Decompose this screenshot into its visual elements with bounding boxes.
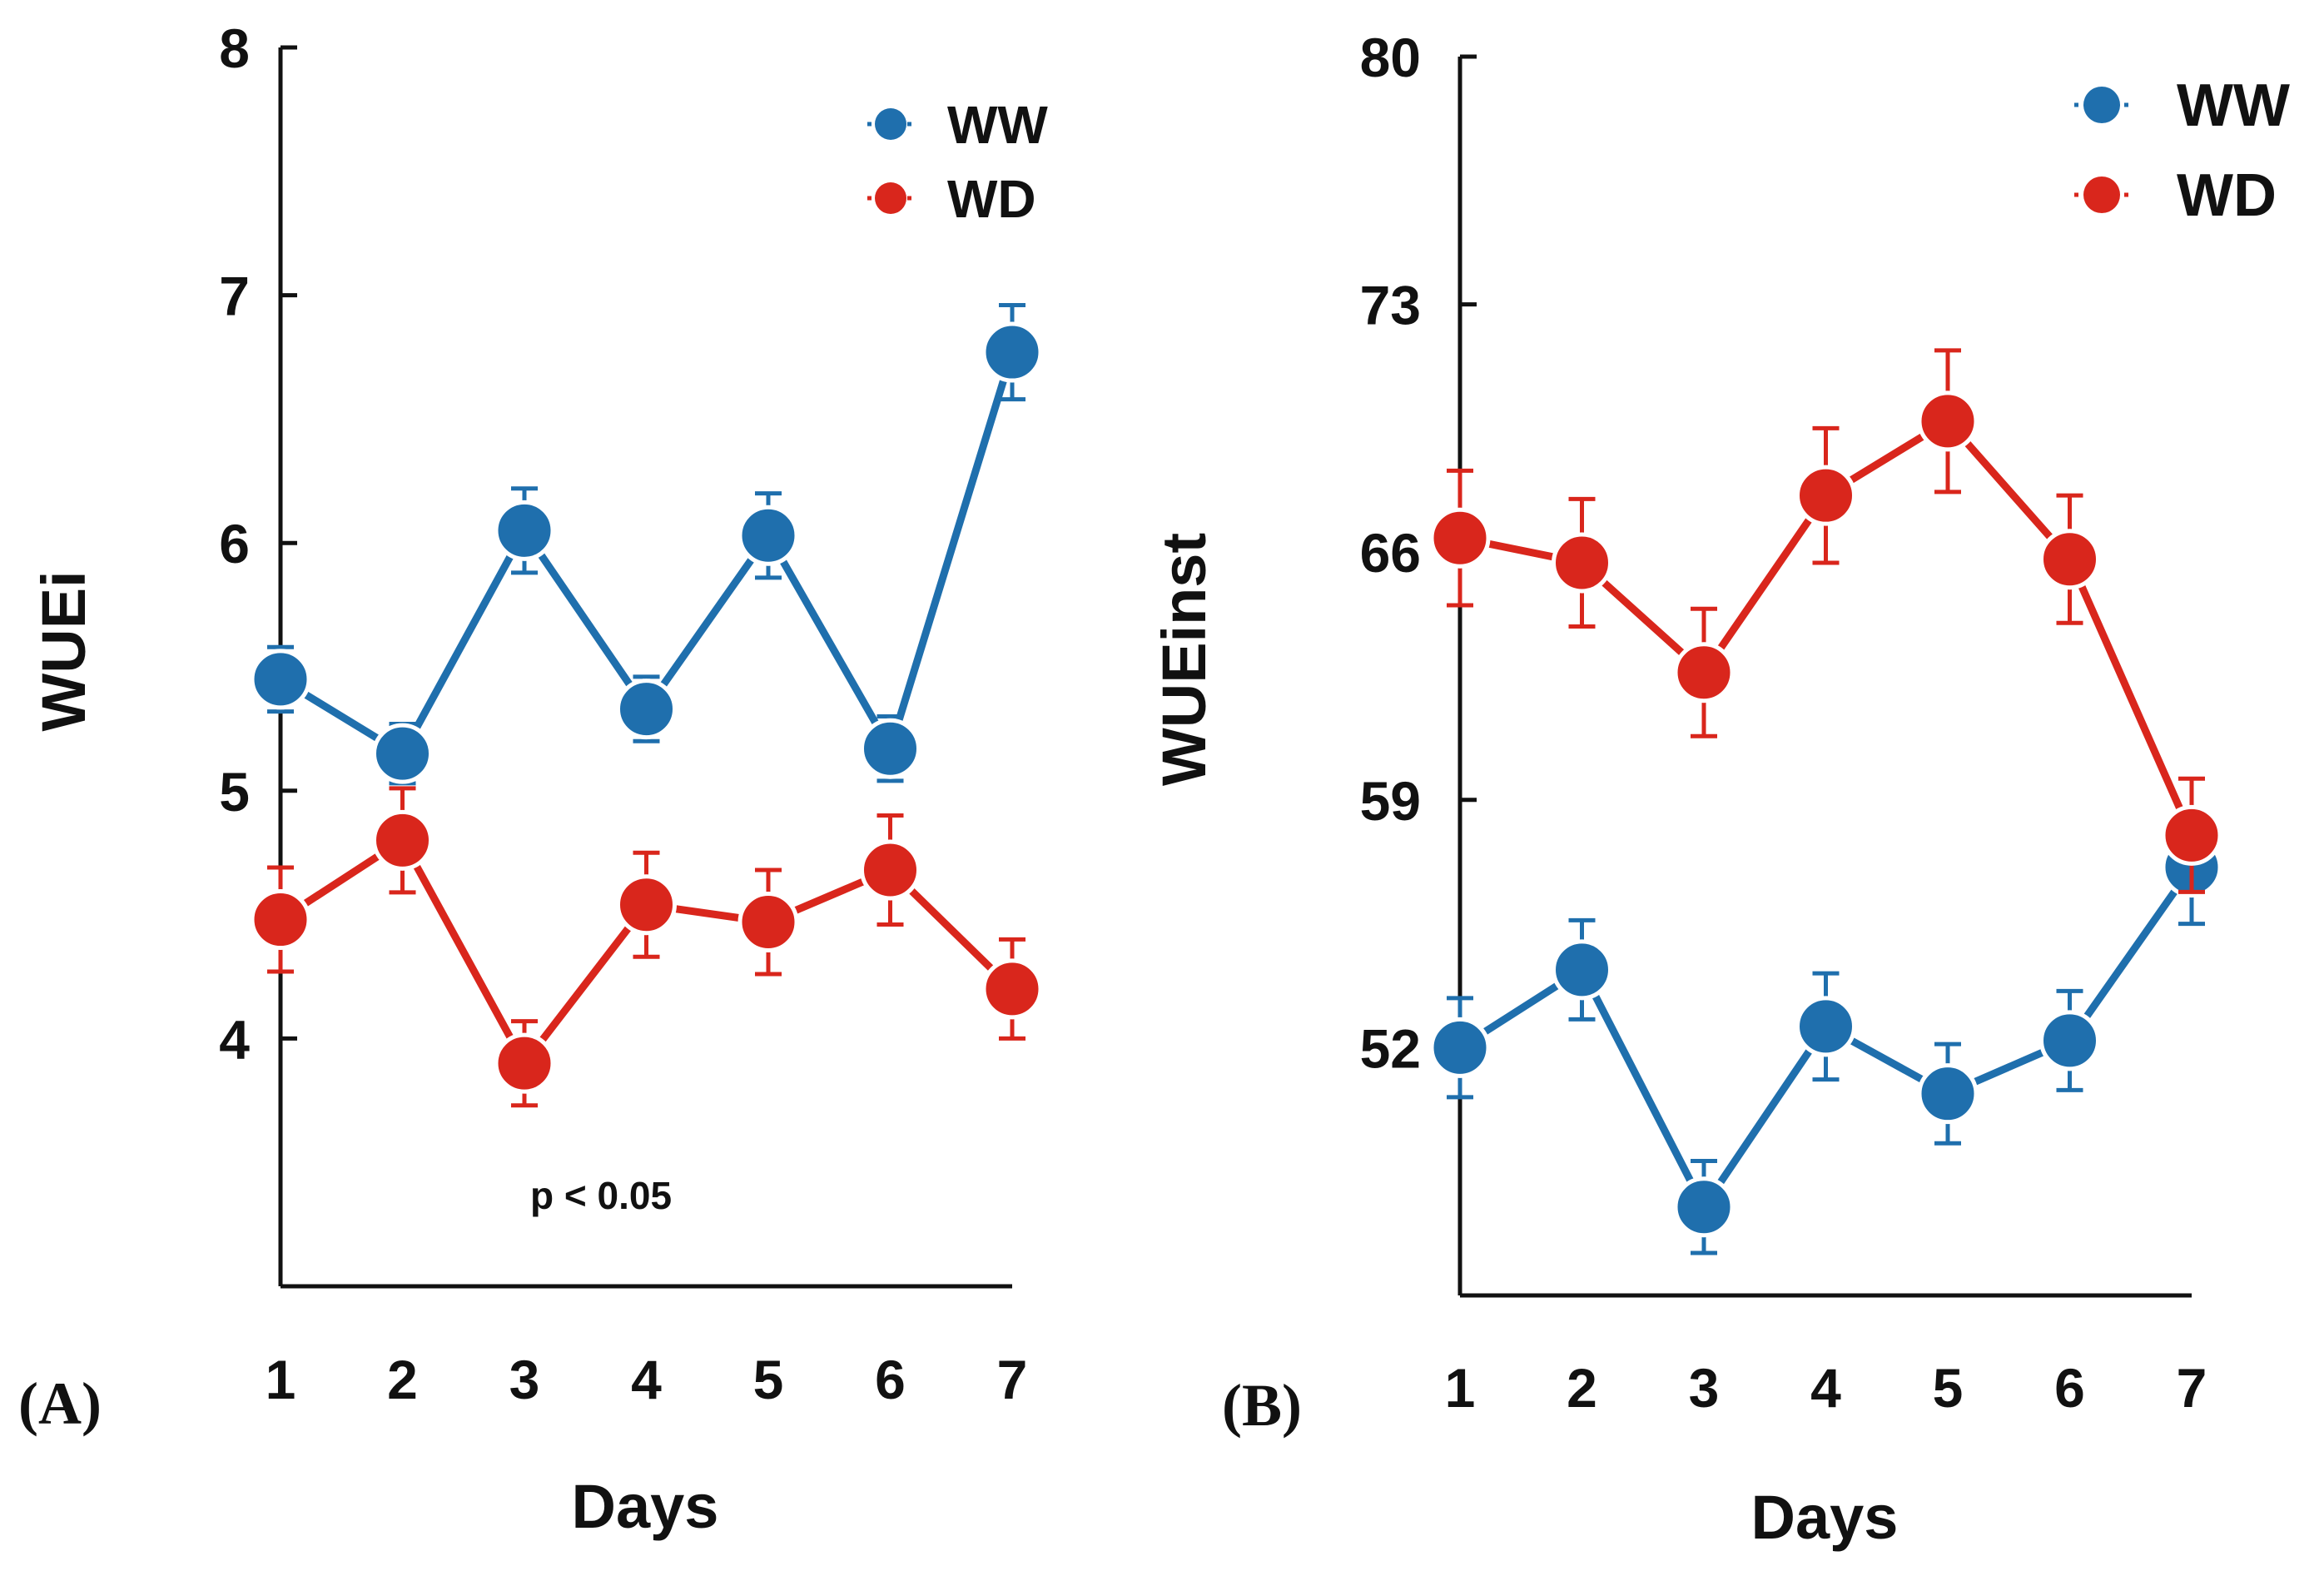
y-tick-label: 4 [219,1008,250,1070]
y-tick-label: 59 [1360,770,1421,832]
data-point-ww [860,718,921,779]
data-point-ww [981,321,1043,383]
data-point-wd [2039,529,2100,590]
chart-panel-a: 4 5 6 7 8 1 2 3 4 5 6 7 WUEi Days (A) p … [18,17,1048,1541]
legend: WW WD [867,95,1048,229]
x-tick-labels: 1 2 3 4 5 6 7 [1445,1357,2207,1419]
data-point-wd [1917,390,1979,452]
y-tick-label: 7 [219,266,250,327]
data-point-ww [1673,1176,1735,1238]
data-point-wd [1429,507,1491,569]
data-point-ww [1795,996,1856,1057]
x-tick-label: 5 [1933,1357,1964,1419]
data-point-wd [250,889,311,951]
x-tick-label: 2 [1567,1357,1597,1419]
y-tick-labels: 4 5 6 7 8 [219,17,250,1070]
data-point-ww [616,679,677,740]
series-ww [1429,808,2222,1255]
y-tick-label: 8 [219,17,250,79]
data-point-ww [1429,1017,1491,1078]
y-tick-label: 73 [1360,275,1421,336]
data-point-ww [1917,1063,1979,1125]
y-tick-label: 66 [1360,522,1421,584]
data-point-ww [250,649,311,710]
data-point-ww [372,723,433,784]
data-point-ww [1552,939,1612,1001]
x-tick-label: 3 [509,1349,540,1410]
x-tick-label: 1 [1445,1357,1476,1419]
data-point-ww [494,500,555,561]
series-wd [250,786,1043,1108]
x-axis-title: Days [1751,1483,1899,1552]
legend-ww-marker [875,108,906,140]
x-tick-label: 1 [266,1349,296,1410]
x-tick-labels: 1 2 3 4 5 6 7 [266,1349,1028,1410]
y-axis-title: WUEinst [1150,533,1219,786]
legend-wd-marker [875,182,906,214]
x-tick-label: 6 [2054,1357,2085,1419]
x-tick-label: 4 [1810,1357,1841,1419]
panel-label-b: (B) [1222,1372,1302,1439]
y-tick-label: 5 [219,761,250,823]
data-point-wd [1673,642,1735,703]
data-point-wd [494,1032,555,1094]
data-point-ww [2039,1010,2100,1071]
legend-wd-marker [2083,176,2120,213]
y-axis-title: WUEi [29,570,98,731]
data-point-wd [981,958,1043,1020]
panel-label-a: (A) [18,1370,102,1437]
y-tick-label: 52 [1360,1017,1421,1079]
series-ww [250,303,1043,786]
legend-ww-label: WW [947,95,1048,155]
x-axis-title: Days [572,1472,719,1541]
x-tick-label: 7 [997,1349,1028,1410]
data-point-wd [616,874,677,936]
data-point-ww [737,505,799,566]
x-tick-label: 7 [2177,1357,2207,1419]
data-point-wd [1795,465,1856,526]
x-tick-label: 3 [1689,1357,1720,1419]
x-tick-label: 2 [387,1349,418,1410]
data-point-wd [2161,804,2222,866]
plot-area [1429,348,2222,1255]
legend: WW WD [2074,72,2290,229]
series-wd [1429,348,2222,894]
chart-panel-b: 52 59 66 73 80 1 2 3 4 5 6 7 WUEinst Day… [1150,27,2290,1552]
data-point-wd [860,839,921,901]
significance-annotation: p < 0.05 [530,1174,672,1217]
x-tick-label: 5 [753,1349,784,1410]
legend-wd-label: WD [2177,162,2277,229]
y-tick-labels: 52 59 66 73 80 [1360,27,1421,1079]
legend-ww-marker [2083,87,2120,123]
y-tick-label: 80 [1360,27,1421,88]
x-tick-label: 6 [875,1349,906,1410]
data-point-wd [737,892,799,953]
y-axis-ticks [281,45,297,1041]
legend-wd-label: WD [947,169,1036,229]
plot-area [250,303,1043,1108]
y-tick-label: 6 [219,513,250,574]
data-point-wd [1552,532,1612,594]
x-tick-label: 4 [631,1349,662,1410]
data-point-wd [372,809,433,871]
legend-ww-label: WW [2177,72,2290,139]
